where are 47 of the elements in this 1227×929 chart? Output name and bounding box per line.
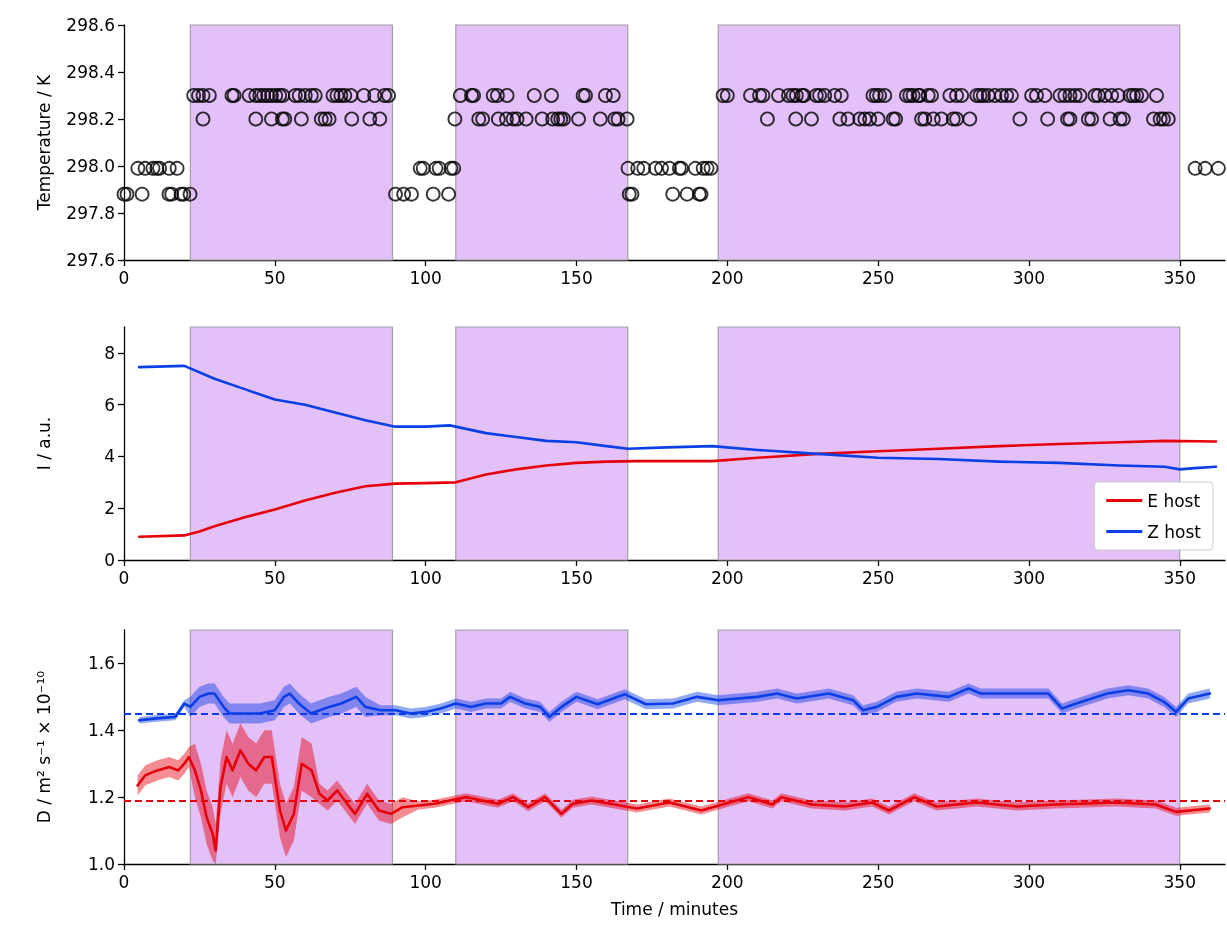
- y-tick-label: 297.8: [66, 203, 115, 223]
- x-tick-label: 300: [1012, 567, 1046, 588]
- x-tick-label: 200: [711, 871, 744, 892]
- x-tick-label: 300: [1012, 871, 1046, 892]
- y-tick-label: 2: [104, 498, 115, 519]
- x-tick-label: 50: [264, 267, 286, 288]
- line-series: [137, 439, 1218, 538]
- y-tick-label: 298.2: [66, 109, 115, 129]
- x-tick-label: 200: [711, 567, 744, 588]
- y-axis-title: Temperature / K: [33, 73, 54, 212]
- y-tick-label: 298.0: [66, 156, 115, 176]
- x-tick-label: 50: [264, 871, 286, 892]
- x-tick-label: 0: [118, 567, 130, 588]
- x-tick-label: 250: [861, 567, 895, 588]
- x-tick-label: 150: [560, 267, 593, 288]
- x-tick-label: 350: [1163, 267, 1196, 288]
- legend-label: E host: [1147, 490, 1201, 511]
- y-tick-label: 0: [104, 550, 115, 570]
- y-tick-label: 1.0: [87, 854, 115, 874]
- x-tick-label: 200: [711, 267, 744, 288]
- x-tick-label: 150: [560, 871, 593, 892]
- line-series: [137, 364, 1218, 471]
- x-tick-label: 100: [409, 871, 442, 892]
- x-tick-label: 0: [118, 871, 130, 892]
- y-tick-label: 298.6: [66, 15, 115, 35]
- x-tick-label: 250: [861, 267, 895, 288]
- x-tick-label: 100: [409, 267, 442, 288]
- x-axis-title: Time / minutes: [610, 898, 739, 919]
- x-tick-label: 50: [264, 567, 286, 588]
- y-tick-label: 297.6: [66, 250, 115, 270]
- y-tick-label: 4: [104, 446, 115, 467]
- y-axis-title: I / a.u.: [33, 416, 54, 471]
- y-tick-label: 1.6: [87, 653, 115, 674]
- y-tick-label: 6: [104, 394, 115, 415]
- x-tick-label: 150: [560, 567, 593, 588]
- x-tick-label: 250: [861, 871, 895, 892]
- x-tick-label: 300: [1012, 267, 1046, 288]
- y-tick-label: 298.4: [66, 62, 115, 82]
- legend-label: Z host: [1147, 521, 1202, 542]
- x-tick-label: 100: [409, 567, 442, 588]
- y-tick-label: 1.4: [87, 720, 115, 741]
- y-tick-label: 1.2: [87, 787, 115, 808]
- x-tick-label: 0: [118, 267, 130, 288]
- y-tick-label: 8: [104, 342, 115, 363]
- x-tick-label: 350: [1163, 567, 1196, 588]
- y-axis-title: D / m² s⁻¹ × 10⁻¹⁰: [33, 670, 54, 824]
- x-tick-label: 350: [1163, 871, 1196, 892]
